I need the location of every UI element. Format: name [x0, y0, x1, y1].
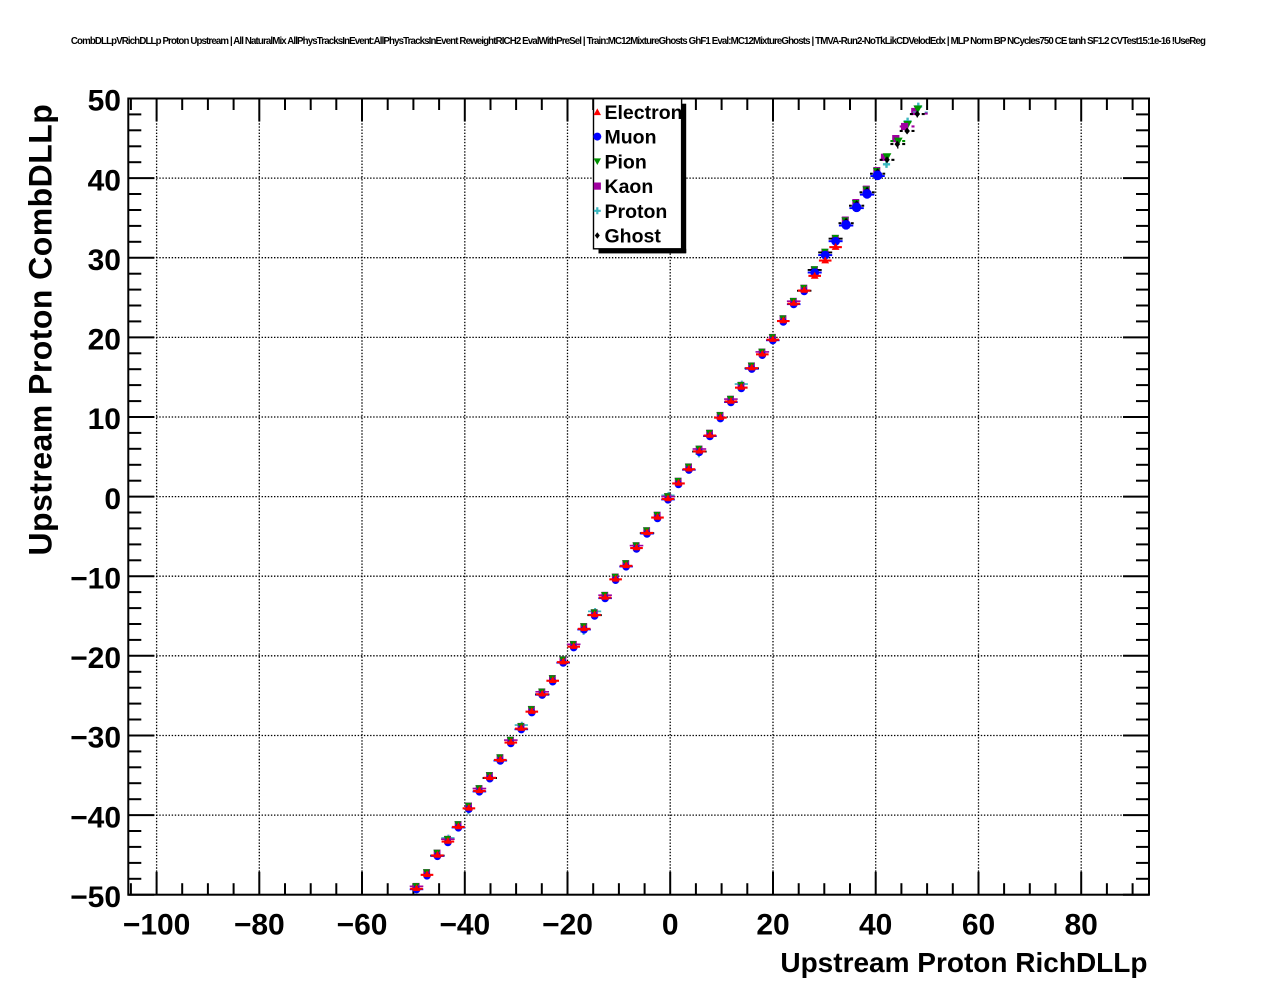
svg-text:0: 0: [662, 909, 679, 942]
svg-text:−60: −60: [337, 909, 388, 942]
svg-text:Proton: Proton: [605, 201, 668, 223]
svg-text:20: 20: [88, 324, 121, 357]
svg-text:−40: −40: [439, 909, 490, 942]
svg-text:−10: −10: [70, 562, 121, 595]
svg-text:Muon: Muon: [605, 127, 657, 149]
svg-text:−20: −20: [542, 909, 593, 942]
svg-text:Ghost: Ghost: [605, 226, 662, 248]
svg-text:0: 0: [104, 483, 121, 516]
svg-text:−20: −20: [70, 642, 121, 675]
svg-text:Upstream Proton CombDLLp: Upstream Proton CombDLLp: [23, 104, 59, 556]
svg-text:50: 50: [88, 85, 121, 118]
svg-text:60: 60: [962, 909, 995, 942]
svg-text:40: 40: [88, 164, 121, 197]
svg-text:Kaon: Kaon: [605, 176, 654, 198]
svg-text:−100: −100: [123, 909, 191, 942]
svg-text:−50: −50: [70, 881, 121, 914]
svg-text:−40: −40: [70, 801, 121, 834]
svg-text:80: 80: [1065, 909, 1098, 942]
svg-text:Pion: Pion: [605, 151, 647, 173]
svg-text:30: 30: [88, 244, 121, 277]
svg-text:10: 10: [88, 403, 121, 436]
svg-text:−80: −80: [234, 909, 285, 942]
svg-text:Electron: Electron: [605, 102, 683, 124]
svg-text:40: 40: [859, 909, 892, 942]
svg-text:−30: −30: [70, 722, 121, 755]
svg-text:Upstream Proton RichDLLp: Upstream Proton RichDLLp: [780, 947, 1147, 978]
svg-text:20: 20: [756, 909, 789, 942]
svg-text:CombDLLpVRichDLLp Proton Upstr: CombDLLpVRichDLLp Proton Upstream | All …: [71, 36, 1206, 47]
